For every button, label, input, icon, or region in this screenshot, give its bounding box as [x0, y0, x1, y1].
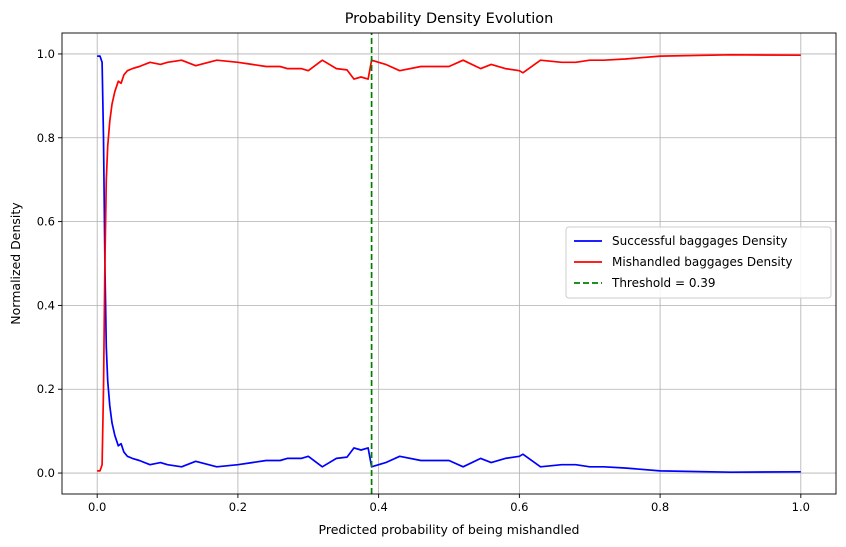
- grid: [62, 33, 836, 494]
- legend-label-2: Threshold = 0.39: [611, 276, 716, 290]
- x-tick-label: 0.6: [510, 500, 528, 514]
- x-tick-label: 0.2: [229, 500, 247, 514]
- ticks: 0.0 0.2 0.4 0.6 0.8 1.0 0.0 0.2 0.4 0.6 0.8 1.0: [37, 47, 810, 514]
- y-tick-label: 0.0: [37, 466, 55, 480]
- plot-frame: [61, 32, 837, 495]
- series-line-0: [97, 55, 801, 474]
- y-tick-label: 0.6: [37, 215, 55, 229]
- y-tick-label: 0.2: [37, 382, 55, 396]
- chart-title: Probability Density Evolution: [345, 11, 554, 27]
- series-line-1: [97, 53, 801, 472]
- legend-label-1: Mishandled baggages Density: [612, 255, 793, 269]
- x-tick-label: 0.4: [369, 500, 387, 514]
- x-axis-label: Predicted probability of being mishandle…: [319, 522, 580, 537]
- y-axis-label: Normalized Density: [8, 202, 23, 325]
- y-tick-label: 1.0: [37, 47, 55, 61]
- y-tick-label: 0.4: [37, 298, 55, 312]
- legend: Successful baggages Density Mishandled ba…: [565, 226, 832, 299]
- y-tick-label: 0.8: [37, 131, 55, 145]
- legend-label-0: Successful baggages Density: [612, 234, 788, 248]
- x-tick-label: 1.0: [792, 500, 810, 514]
- series-layer: [97, 33, 801, 494]
- x-tick-label: 0.8: [651, 500, 669, 514]
- x-tick-label: 0.0: [88, 500, 106, 514]
- legend-box: [565, 226, 832, 299]
